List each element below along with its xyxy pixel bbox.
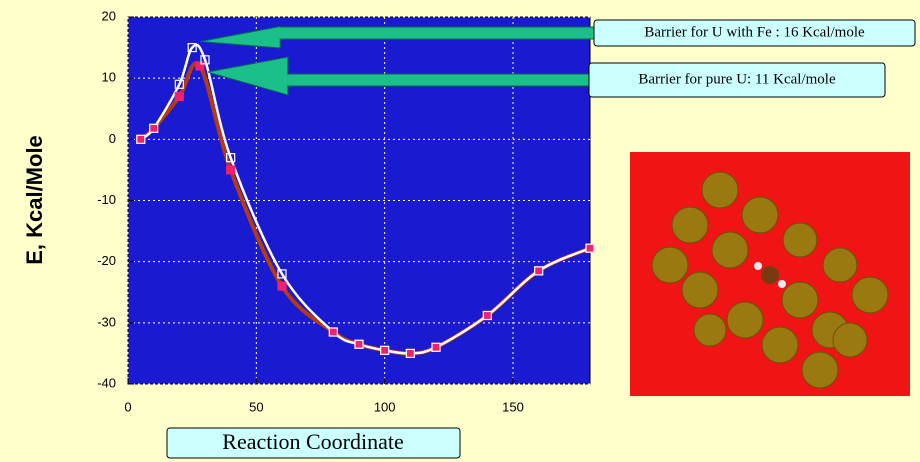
data-point [328,327,338,337]
atoms [651,171,889,389]
data-point [277,281,287,291]
data-point [354,339,364,349]
data-point [149,123,159,133]
data-point [136,134,146,144]
data-point [431,342,441,352]
data-point [200,55,210,65]
annotation-text: Barrier for pure U: 11 Kcal/mole [638,71,836,87]
h-atom [778,280,786,288]
x-tick-label: 150 [502,399,524,414]
y-axis-title: E, Kcal/Mole [22,135,47,265]
data-point [195,61,205,71]
annotation-text: Barrier for U with Fe : 16 Kcal/mole [644,24,865,40]
annotation-box [593,19,916,47]
x-tick-label: 100 [374,399,396,414]
data-point [226,153,236,163]
y-tick-label: -40 [97,375,116,390]
data-point [431,342,441,352]
data-point [354,339,364,349]
data-point [136,134,146,144]
data-point [328,327,338,337]
h-atom [754,262,762,270]
x-axis-title: Reaction Coordinate [222,429,403,454]
data-point [585,243,595,253]
data-point [405,348,415,359]
data-point [174,91,184,102]
data-point [149,123,159,133]
data-point [482,310,492,321]
data-point [482,310,492,321]
annotation-box [588,62,886,98]
data-point [174,79,184,89]
series-line [140,43,591,355]
x-tick-label: 50 [249,399,263,414]
y-tick-label: 10 [102,70,116,85]
y-tick-label: -30 [97,314,116,329]
data-point [585,243,595,253]
y-tick-label: -20 [97,253,116,268]
data-point [405,348,415,359]
data-point [534,266,544,276]
data-point [534,266,544,276]
y-tick-label: 0 [109,131,116,146]
molecule-image [630,152,910,396]
data-point [187,42,197,53]
y-tick-label: 20 [102,8,116,23]
fe-atom [761,266,779,284]
data-point [380,345,390,355]
x-title-box [166,427,461,459]
x-tick-label: 0 [124,399,131,414]
data-point [277,269,287,279]
y-tick-label: -10 [97,192,116,207]
data-point [380,345,390,355]
data-point [226,165,236,175]
